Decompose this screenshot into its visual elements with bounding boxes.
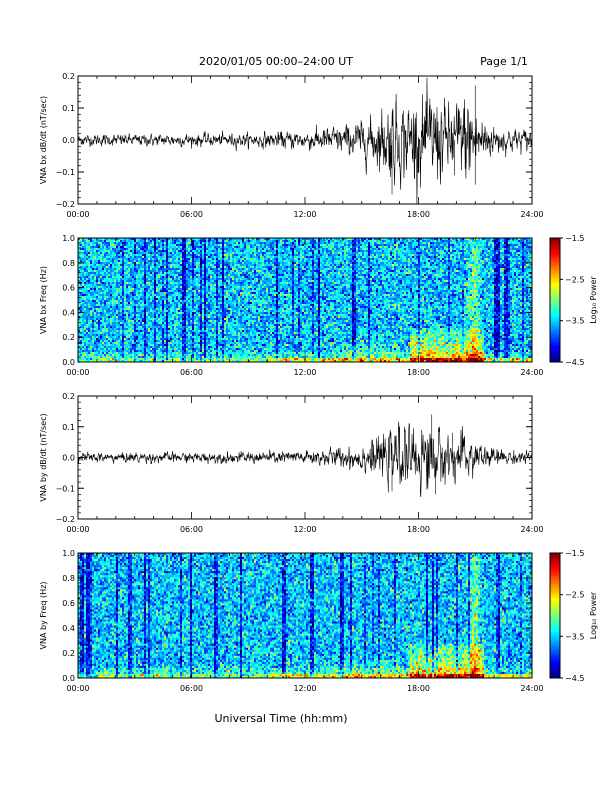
x-tick-label: 12:00 <box>293 525 316 534</box>
y-tick-label: 0.0 <box>62 674 75 683</box>
colorbar-tick-label: −3.5 <box>565 317 584 326</box>
y-tick-label: −0.1 <box>56 168 75 177</box>
y-tick-label: 0.8 <box>62 259 75 268</box>
y-tick-label: 0.0 <box>62 358 75 367</box>
x-tick-label: 24:00 <box>520 210 543 219</box>
x-tick-label: 24:00 <box>520 368 543 377</box>
panel-by-dbdt: 0.2 0.1 0.0 −0.1 −0.200:00 06:00 12:00 18:00 24:… <box>39 392 544 534</box>
colorbar: −1.5 −2.5 −3.5 −4.5 Log₁₀ Power <box>550 549 598 683</box>
x-tick-label: 00:00 <box>66 525 89 534</box>
y-tick-label: 0.1 <box>62 423 75 432</box>
panel-by-spectrogram: −1.5 −2.5 −3.5 −4.5 Log₁₀ Power 1.0 0.8 0.6 0.4 0… <box>39 549 598 693</box>
colorbar-tick-label: −3.5 <box>565 632 584 641</box>
waveform-trace <box>78 78 532 204</box>
y-axis-label: VNA bx dB/dt (nT/sec) <box>39 96 48 184</box>
colorbar-label: Log₁₀ Power <box>589 276 598 324</box>
y-tick-label: 0.4 <box>62 624 75 633</box>
y-tick-label: 0.2 <box>62 392 75 401</box>
y-tick-label: 0.4 <box>62 308 75 317</box>
x-tick-label: 00:00 <box>66 210 89 219</box>
colorbar: −1.5 −2.5 −3.5 −4.5 Log₁₀ Power <box>550 234 598 367</box>
y-tick-label: −0.2 <box>56 200 75 209</box>
figure-title: 2020/01/05 00:00–24:00 UT <box>199 55 353 68</box>
colorbar-tick-label: −2.5 <box>565 275 584 284</box>
x-tick-label: 18:00 <box>407 525 430 534</box>
y-tick-label: 0.2 <box>62 72 75 81</box>
x-tick-label: 12:00 <box>293 210 316 219</box>
x-axis-label: Universal Time (hh:mm) <box>215 712 348 725</box>
y-tick-label: 1.0 <box>62 549 75 558</box>
y-tick-label: 0.6 <box>62 599 75 608</box>
y-axis-label: VNA bx Freq (Hz) <box>39 266 48 334</box>
x-tick-label: 24:00 <box>520 684 543 693</box>
spectrogram-cells <box>78 238 532 362</box>
page-number: Page 1/1 <box>480 55 528 68</box>
y-tick-label: 1.0 <box>62 234 75 243</box>
colorbar-tick-label: −4.5 <box>565 674 584 683</box>
y-tick-label: 0.2 <box>62 333 75 342</box>
spectrogram-cells <box>78 553 532 678</box>
colorbar-tick-label: −4.5 <box>565 358 584 367</box>
colorbar-tick-label: −1.5 <box>565 549 584 558</box>
x-tick-label: 00:00 <box>66 368 89 377</box>
x-tick-label: 06:00 <box>180 525 203 534</box>
x-tick-label: 18:00 <box>407 684 430 693</box>
x-tick-label: 18:00 <box>407 210 430 219</box>
x-tick-label: 06:00 <box>180 368 203 377</box>
y-tick-label: 0.8 <box>62 574 75 583</box>
panel-bx-spectrogram: −1.5 −2.5 −3.5 −4.5 Log₁₀ Power 1.0 0.8 0.6 0.4 0… <box>39 234 598 377</box>
y-axis-label: VNA by dB/dt (nT/sec) <box>39 413 48 501</box>
y-tick-label: 0.0 <box>62 454 75 463</box>
colorbar-tick-label: −1.5 <box>565 234 584 243</box>
waveform-trace <box>78 414 532 497</box>
y-axis-label: VNA by Freq (Hz) <box>39 582 48 650</box>
y-tick-label: 0.0 <box>62 136 75 145</box>
x-tick-label: 00:00 <box>66 684 89 693</box>
x-tick-label: 12:00 <box>293 684 316 693</box>
x-tick-label: 12:00 <box>293 368 316 377</box>
x-tick-label: 06:00 <box>180 210 203 219</box>
y-tick-label: 0.6 <box>62 284 75 293</box>
x-tick-label: 06:00 <box>180 684 203 693</box>
colorbar-tick-label: −2.5 <box>565 591 584 600</box>
x-tick-label: 24:00 <box>520 525 543 534</box>
y-tick-label: −0.2 <box>56 515 75 524</box>
panel-bx-dbdt: 0.2 0.1 0.0 −0.1 −0.200:00 06:00 12:00 18:00 24:… <box>39 72 544 219</box>
x-tick-label: 18:00 <box>407 368 430 377</box>
y-tick-label: −0.1 <box>56 484 75 493</box>
colorbar-label: Log₁₀ Power <box>589 591 598 639</box>
y-tick-label: 0.2 <box>62 649 75 658</box>
y-tick-label: 0.1 <box>62 104 75 113</box>
